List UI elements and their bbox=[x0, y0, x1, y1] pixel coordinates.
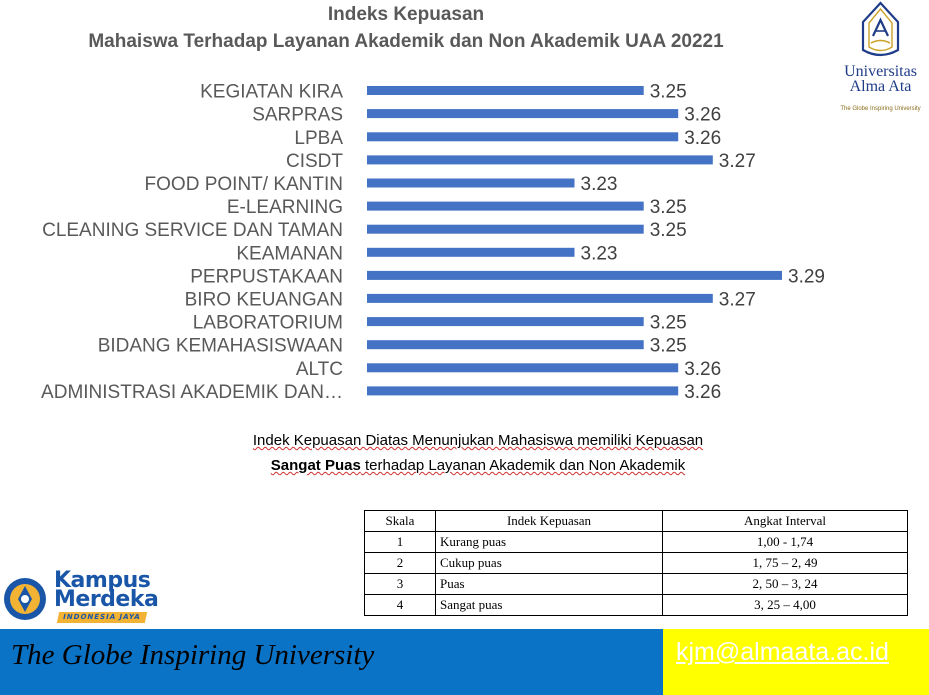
table-cell: Sangat puas bbox=[435, 594, 663, 616]
data-label: 3.29 bbox=[788, 266, 825, 287]
data-label: 3.23 bbox=[581, 243, 618, 264]
table-row: 4 Sangat puas 3, 25 – 4,00 bbox=[364, 594, 908, 616]
footer-tagline: The Globe Inspiring University bbox=[11, 639, 375, 671]
logo-tagline: The Globe Inspiring University bbox=[840, 106, 921, 112]
category-label: KEAMANAN bbox=[236, 243, 343, 264]
bar bbox=[367, 201, 644, 211]
note-emphasis: Sangat Puas bbox=[270, 457, 361, 474]
category-label: KEGIATAN KIRA bbox=[200, 82, 343, 103]
table-header: Skala bbox=[364, 510, 436, 532]
category-label: PERPUSTAKAAN bbox=[190, 266, 343, 287]
chart-title: Indeks Kepuasan bbox=[327, 4, 485, 25]
data-label: 3.25 bbox=[650, 336, 687, 357]
table-header: Indek Kepuasan bbox=[435, 510, 663, 532]
bar bbox=[367, 86, 644, 95]
km-text-merdeka: Merdeka bbox=[54, 587, 159, 612]
table-cell: 4 bbox=[364, 594, 436, 616]
bar bbox=[367, 109, 679, 119]
category-label: BIDANG KEMAHASISWAAN bbox=[98, 336, 343, 357]
data-label: 3.23 bbox=[581, 174, 618, 195]
category-label: E-LEARNING bbox=[227, 197, 343, 218]
data-label: 3.25 bbox=[650, 220, 687, 241]
bar bbox=[367, 386, 679, 396]
table-row: 1 Kurang puas 1,00 - 1,74 bbox=[364, 531, 908, 553]
shield-crest-icon bbox=[861, 1, 900, 57]
data-label: 3.27 bbox=[719, 151, 756, 172]
category-label: ADMINISTRASI AKADEMIK DAN… bbox=[41, 382, 343, 403]
data-label: 3.26 bbox=[684, 382, 721, 403]
scale-table: Skala Indek Kepuasan Angkat Interval 1 K… bbox=[364, 510, 908, 616]
category-label: LPBA bbox=[294, 128, 343, 149]
category-label: ALTC bbox=[296, 359, 343, 380]
logo-name-line2: Alma Ata bbox=[849, 78, 912, 95]
table-cell: 1,00 - 1,74 bbox=[662, 531, 908, 553]
data-label: 3.26 bbox=[684, 359, 721, 380]
data-label: 3.25 bbox=[650, 197, 687, 218]
bar bbox=[367, 178, 575, 188]
km-text-indonesia-jaya: INDONESIA JAYA bbox=[56, 612, 147, 623]
bar bbox=[367, 132, 679, 142]
footer-contact: kjm@almaata.ac.id bbox=[663, 629, 929, 695]
table-cell: Puas bbox=[435, 573, 663, 595]
bar bbox=[367, 363, 679, 373]
category-label: CLEANING SERVICE DAN TAMAN bbox=[42, 220, 343, 241]
table-cell: 1, 75 – 2, 49 bbox=[662, 552, 908, 574]
footer-email-link[interactable]: kjm@almaata.ac.id bbox=[676, 638, 889, 666]
bar bbox=[367, 293, 713, 303]
table-cell: 2, 50 – 3, 24 bbox=[662, 573, 908, 595]
note-line-2: Sangat Puas terhadap Layanan Akademik da… bbox=[270, 457, 686, 474]
category-label: BIRO KEUANGAN bbox=[185, 289, 343, 310]
category-label: FOOD POINT/ KANTIN bbox=[145, 174, 343, 195]
data-label: 3.25 bbox=[650, 313, 687, 334]
data-label: 3.25 bbox=[650, 82, 687, 103]
table-row: 3 Puas 2, 50 – 3, 24 bbox=[364, 573, 908, 595]
data-label: 3.27 bbox=[719, 289, 756, 310]
category-label: CISDT bbox=[286, 151, 343, 172]
table-cell: 1 bbox=[364, 531, 436, 553]
bar bbox=[367, 247, 575, 257]
bar bbox=[367, 270, 782, 280]
category-label: LABORATORIUM bbox=[193, 313, 343, 334]
table-cell: 3 bbox=[364, 573, 436, 595]
table-cell: 2 bbox=[364, 552, 436, 574]
km-text-kampus: Kampus bbox=[54, 568, 151, 593]
table-cell: Cukup puas bbox=[435, 552, 663, 574]
university-logo: Universitas Alma Ata The Globe Inspiring… bbox=[832, 0, 929, 120]
logo-name-line1: Universitas bbox=[844, 63, 917, 80]
table-cell: 3, 25 – 4,00 bbox=[662, 594, 908, 616]
data-label: 3.26 bbox=[684, 128, 721, 149]
bar bbox=[367, 317, 644, 327]
bar bbox=[367, 155, 713, 165]
chart-subtitle: Mahaiswa Terhadap Layanan Akademik dan N… bbox=[88, 31, 724, 52]
note-line-1: Indek Kepuasan Diatas Menunjukan Mahasis… bbox=[252, 432, 704, 449]
table-row: 2 Cukup puas 1, 75 – 2, 49 bbox=[364, 552, 908, 574]
table-header-row: Skala Indek Kepuasan Angkat Interval bbox=[364, 510, 908, 532]
bar bbox=[367, 224, 644, 234]
footer-banner: The Globe Inspiring University bbox=[0, 629, 663, 695]
category-label: SARPRAS bbox=[252, 105, 343, 126]
tut-wuri-handayani-icon bbox=[4, 578, 46, 620]
table-header: Angkat Interval bbox=[662, 510, 908, 532]
bar bbox=[367, 340, 644, 350]
data-label: 3.26 bbox=[684, 105, 721, 126]
table-cell: Kurang puas bbox=[435, 531, 663, 553]
kampus-merdeka-logo: Kampus Merdeka INDONESIA JAYA bbox=[2, 568, 172, 628]
